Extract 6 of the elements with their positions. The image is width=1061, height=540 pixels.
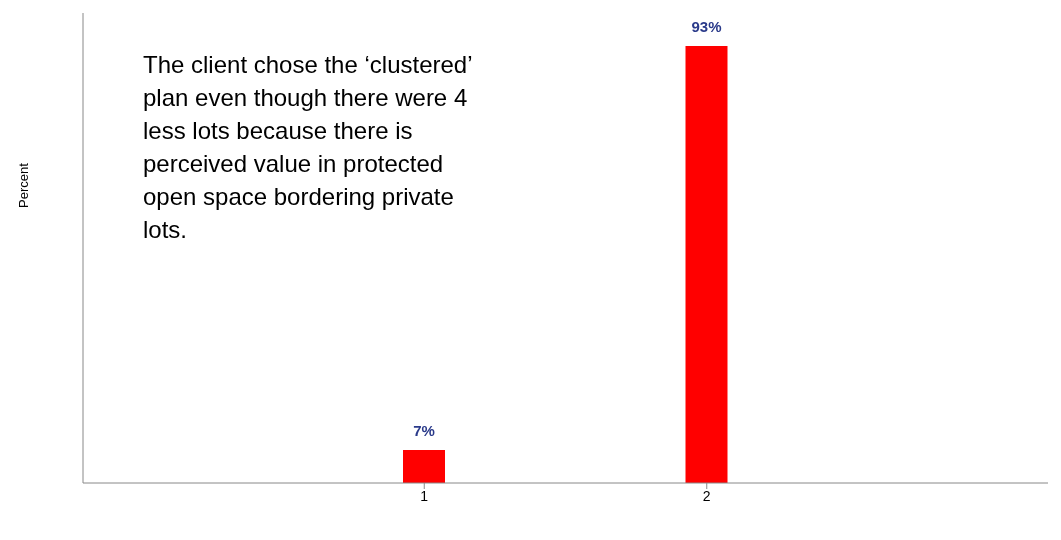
y-axis-title: Percent — [15, 162, 31, 208]
x-tick-label: 2 — [702, 487, 711, 504]
data-label: 7% — [413, 422, 435, 440]
annotation: The client chose the ‘clustered’ plan even though there were 4 less lots because there is perceived value in protected open space bordering private lots. — [143, 50, 473, 245]
data-label: 93% — [691, 17, 722, 35]
x-tick-label: 1 — [420, 487, 429, 504]
